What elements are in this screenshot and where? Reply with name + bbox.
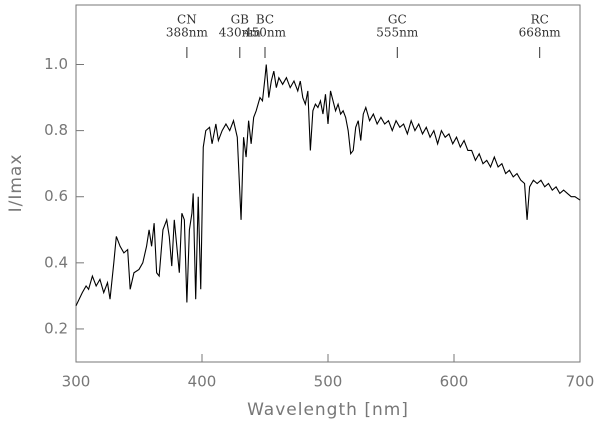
plot-frame (75, 4, 581, 363)
annotation-label: CN (177, 13, 197, 27)
x-tick-label: 400 (188, 373, 217, 391)
x-tick-label: 600 (440, 373, 469, 391)
y-tick-label: 0.8 (44, 121, 68, 139)
annotation-label: GC (388, 13, 407, 27)
y-axis-label: I/Imax (6, 154, 26, 213)
annotation-label: BC (256, 13, 274, 27)
annotation-wavelength: 555nm (376, 26, 419, 40)
y-tick-label: 1.0 (44, 55, 68, 73)
annotation-wavelength: 450nm (244, 26, 287, 40)
annotation-label: RC (531, 13, 549, 27)
y-tick-label: 0.4 (44, 253, 68, 271)
spectrum-line (75, 64, 581, 307)
annotation-wavelength: 668nm (519, 26, 562, 40)
y-tick-label: 0.6 (44, 187, 68, 205)
x-tick-label: 500 (314, 373, 343, 391)
y-tick-label: 0.2 (44, 319, 68, 337)
x-axis-label: Wavelength [nm] (247, 400, 409, 420)
annotation-wavelength: 388nm (166, 26, 209, 40)
annotation-label: GB (231, 13, 250, 27)
x-tick-label: 700 (566, 373, 595, 391)
x-tick-label: 300 (62, 373, 91, 391)
annotation-wavelength: 430nm (219, 26, 262, 40)
